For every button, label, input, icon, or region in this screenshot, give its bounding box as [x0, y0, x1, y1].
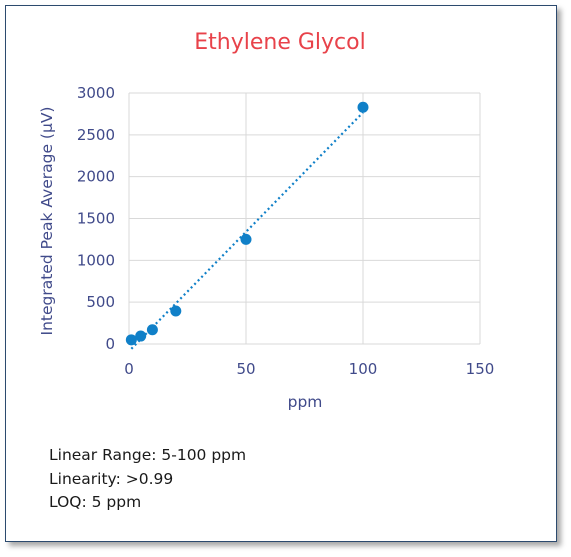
chart-frame: [5, 5, 557, 542]
linearity-note: Linearity: >0.99: [49, 469, 174, 488]
y-tick-label: 2000: [77, 168, 115, 186]
y-tick-label: 500: [86, 293, 115, 311]
y-tick-labels: 0 500 1000 1500 2000 2500 3000: [77, 84, 115, 353]
data-point: [125, 334, 137, 346]
grid-lines: [128, 92, 481, 345]
data-point: [357, 101, 369, 113]
x-tick-label: 0: [124, 360, 134, 378]
y-axis-label: Integrated Peak Average (µV): [38, 107, 56, 336]
data-point: [135, 330, 147, 342]
y-tick-label: 0: [105, 335, 115, 353]
loq-note: LOQ: 5 ppm: [49, 493, 142, 511]
y-tick-label: 3000: [77, 84, 115, 102]
trendline: [130, 111, 364, 350]
data-point: [240, 233, 252, 245]
y-tick-label: 2500: [77, 126, 115, 144]
chart-notes: Linear Range: 5-100 ppm Linearity: >0.99…: [49, 444, 246, 515]
x-tick-labels: 0 50 100 150: [124, 360, 494, 378]
y-tick-label: 1000: [77, 251, 115, 269]
x-tick-label: 150: [466, 360, 495, 378]
data-point: [170, 305, 182, 317]
x-tick-label: 50: [236, 360, 255, 378]
x-axis-label: ppm: [288, 393, 323, 411]
x-tick-label: 100: [349, 360, 378, 378]
linear-range-note: Linear Range: 5-100 ppm: [49, 446, 247, 464]
chart-title: Ethylene Glycol: [194, 30, 366, 55]
y-tick-label: 1500: [77, 210, 115, 228]
data-points: [125, 101, 369, 346]
trendline-line: [130, 111, 364, 350]
data-point: [146, 324, 158, 336]
